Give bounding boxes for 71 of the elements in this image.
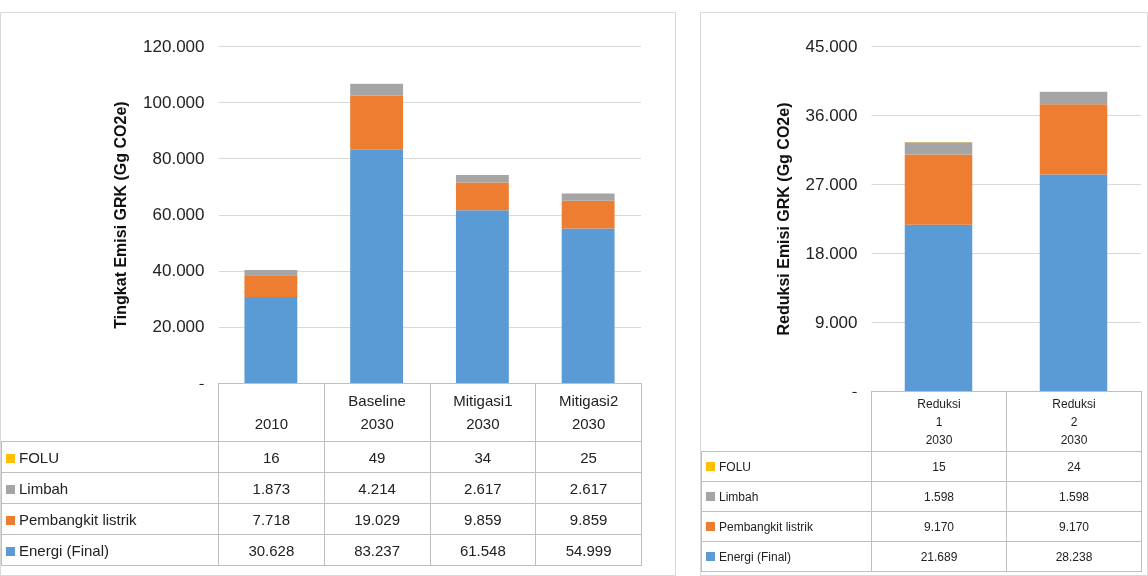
x-tick-label: 2010 bbox=[218, 383, 325, 442]
y-tick-label: 60.000 bbox=[152, 205, 205, 224]
y-tick-label: 40.000 bbox=[152, 261, 205, 281]
bar bbox=[904, 224, 973, 391]
legend-label: Energi (Final) bbox=[1, 534, 219, 566]
legend-label: Pembangkit listrik bbox=[701, 511, 872, 542]
bar bbox=[1039, 104, 1108, 175]
data-label: 24 bbox=[1006, 451, 1142, 482]
data-label: 9.859 bbox=[430, 503, 536, 535]
data-label: 54.999 bbox=[535, 534, 642, 566]
y-axis-title: Reduksi Emisi GRK (Gg CO2e) bbox=[774, 102, 792, 336]
bar bbox=[561, 228, 615, 383]
bar bbox=[561, 193, 615, 201]
bar bbox=[455, 182, 509, 211]
bar bbox=[350, 95, 404, 150]
data-label: 1.598 bbox=[1006, 481, 1142, 512]
bar bbox=[350, 149, 404, 383]
y-tick-label: 120.000 bbox=[143, 36, 205, 56]
legend-label: Pembangkit listrik bbox=[1, 503, 219, 535]
data-label: 1.873 bbox=[218, 472, 325, 504]
legend-label: Energi (Final) bbox=[701, 541, 872, 572]
bar bbox=[244, 270, 298, 276]
data-label: 1.598 bbox=[871, 481, 1007, 512]
data-label: 34 bbox=[430, 441, 536, 473]
data-label: 83.237 bbox=[324, 534, 430, 566]
data-label: 9.859 bbox=[535, 503, 642, 535]
data-label: 7.718 bbox=[218, 503, 325, 535]
bar bbox=[244, 296, 298, 383]
bar bbox=[244, 275, 298, 297]
bar bbox=[561, 200, 615, 229]
x-tick-label: Mitigasi1 2030 bbox=[430, 383, 536, 442]
data-label: 61.548 bbox=[430, 534, 536, 566]
y-tick-label: 27.000 bbox=[805, 174, 858, 194]
legend-label: FOLU bbox=[1, 441, 219, 473]
data-label: 2.617 bbox=[430, 472, 536, 504]
data-label: 15 bbox=[871, 451, 1007, 482]
data-label: 21.689 bbox=[871, 541, 1007, 572]
bar bbox=[1039, 91, 1108, 105]
y-axis-title: Tingkat Emisi GRK (Gg CO2e) bbox=[112, 101, 130, 329]
y-tick-label: - bbox=[198, 373, 205, 393]
x-tick-label: Reduksi 2 2030 bbox=[1006, 391, 1142, 452]
legend-label: FOLU bbox=[701, 451, 872, 482]
x-tick-label: Baseline 2030 bbox=[324, 383, 430, 442]
bar bbox=[904, 154, 973, 225]
legend-label: Limbah bbox=[1, 472, 219, 504]
y-tick-label: 36.000 bbox=[805, 105, 858, 125]
data-label: 4.214 bbox=[324, 472, 430, 504]
y-tick-label: 20.000 bbox=[152, 317, 205, 337]
data-label: 28.238 bbox=[1006, 541, 1142, 572]
y-tick-label: - bbox=[851, 381, 858, 401]
y-tick-label: 9.000 bbox=[814, 312, 858, 332]
data-label: 9.170 bbox=[871, 511, 1007, 542]
y-tick-label: 45.000 bbox=[805, 36, 858, 56]
y-tick-label: 18.000 bbox=[805, 243, 858, 263]
y-tick-label: 100.000 bbox=[143, 92, 205, 112]
data-label: 49 bbox=[324, 441, 430, 473]
y-tick-label: 80.000 bbox=[152, 148, 205, 168]
x-tick-label: Mitigasi2 2030 bbox=[535, 383, 642, 442]
x-tick-label: Reduksi 1 2030 bbox=[871, 391, 1007, 452]
data-label: 25 bbox=[535, 441, 642, 473]
bar bbox=[1039, 174, 1108, 391]
data-label: 16 bbox=[218, 441, 325, 473]
data-label: 19.029 bbox=[324, 503, 430, 535]
bar bbox=[455, 175, 509, 183]
data-label: 9.170 bbox=[1006, 511, 1142, 542]
legend-label: Limbah bbox=[701, 481, 872, 512]
data-label: 30.628 bbox=[218, 534, 325, 566]
bar bbox=[904, 142, 973, 155]
bar bbox=[350, 83, 404, 96]
data-label: 2.617 bbox=[535, 472, 642, 504]
bar bbox=[455, 210, 509, 383]
